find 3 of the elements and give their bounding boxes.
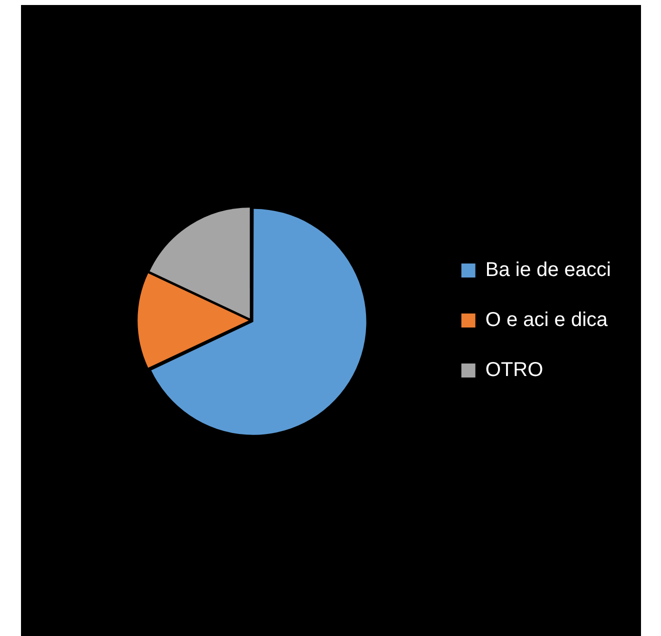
legend-label: OTRO <box>485 359 544 382</box>
legend-label: O e aci e dica <box>485 309 609 332</box>
legend-label: Ba ie de eacci <box>485 259 612 282</box>
